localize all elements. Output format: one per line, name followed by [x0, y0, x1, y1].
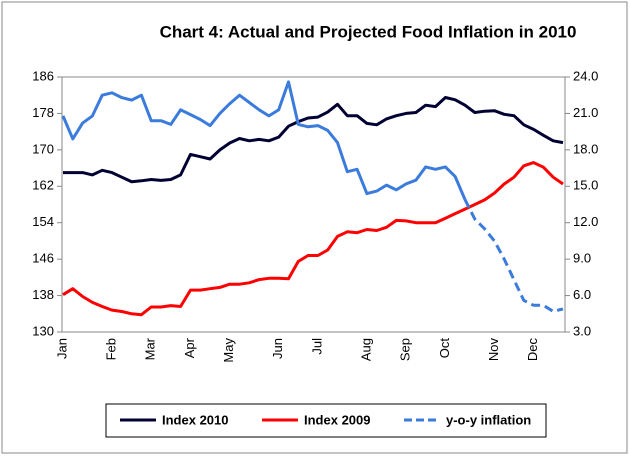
x-tick-label: Nov: [486, 338, 501, 362]
x-tick-label: Feb: [103, 338, 118, 360]
y2-tick-label: 24.0: [573, 68, 598, 83]
series-line: [61, 80, 467, 201]
y-tick-label: 186: [32, 68, 54, 83]
y-tick-label: 138: [32, 287, 54, 302]
legend-box: [105, 403, 547, 438]
x-tick-label: Jul: [309, 338, 324, 355]
y-tick-label: 130: [32, 323, 54, 338]
x-tick-label: Dec: [525, 338, 540, 362]
x-tick-label: Aug: [358, 338, 373, 361]
y2-tick-label: 6.0: [573, 287, 591, 302]
x-tick-label: Apr: [182, 337, 197, 358]
series-line-projected: [463, 198, 564, 313]
series-line: [62, 161, 564, 317]
legend-label: Index 2010: [162, 412, 229, 427]
y2-tick-label: 21.0: [573, 105, 598, 120]
y-tick-label: 162: [32, 178, 54, 193]
y-tick-label: 146: [32, 251, 54, 266]
y-tick-label: 178: [32, 105, 54, 120]
plot-frame: [61, 76, 566, 333]
legend-label: Index 2009: [304, 412, 371, 427]
x-tick-label: Jun: [270, 338, 285, 359]
series-line: [63, 96, 564, 184]
x-tick-label: Oct: [437, 338, 452, 359]
y2-tick-label: 18.0: [573, 141, 598, 156]
y-tick-label: 170: [32, 141, 54, 156]
x-tick-label: Mar: [143, 337, 158, 360]
y2-tick-label: 3.0: [573, 323, 591, 338]
chart-title: Chart 4: Actual and Projected Food Infla…: [160, 22, 577, 41]
x-tick-label: Jan: [54, 338, 69, 359]
y-tick-label: 154: [32, 214, 54, 229]
x-tick-label: Sep: [398, 338, 413, 361]
legend-label: y-o-y inflation: [446, 412, 531, 427]
y2-tick-label: 9.0: [573, 251, 591, 266]
y2-tick-label: 12.0: [573, 214, 598, 229]
y2-tick-label: 15.0: [573, 178, 598, 193]
x-tick-label: May: [221, 338, 236, 363]
